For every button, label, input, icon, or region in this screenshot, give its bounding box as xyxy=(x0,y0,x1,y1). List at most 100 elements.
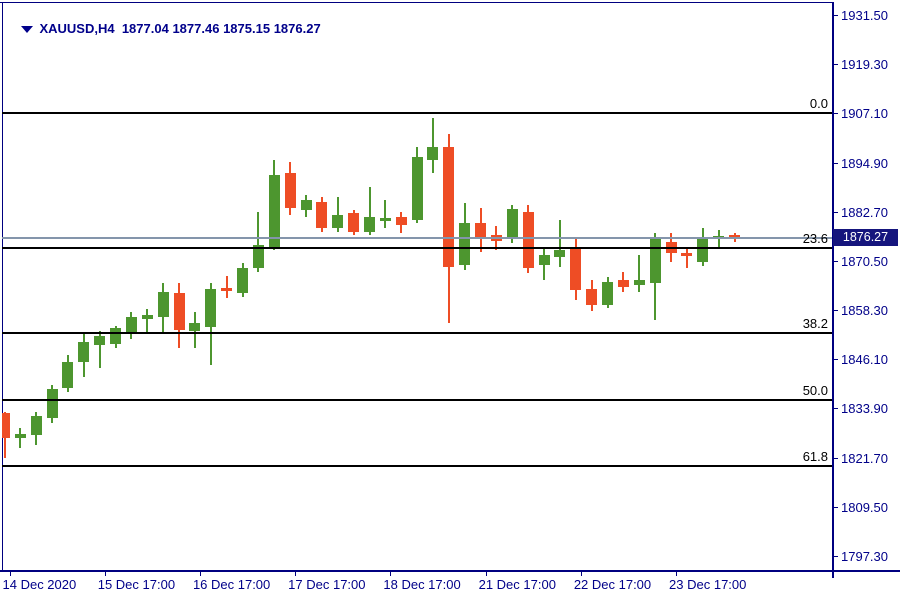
fib-level-label: 0.0 xyxy=(809,95,828,111)
candle-wick xyxy=(146,308,149,332)
y-axis-tick xyxy=(832,64,838,66)
symbol-period-label: XAUUSD,H4 xyxy=(39,21,115,36)
candle-body xyxy=(110,327,122,344)
candle-wick xyxy=(257,212,260,272)
candle-body xyxy=(475,223,487,238)
x-axis-tick xyxy=(676,570,678,576)
candle-body xyxy=(681,252,693,257)
ohlc-high: 1877.46 xyxy=(172,21,220,36)
candle-body xyxy=(697,237,709,263)
candle-body xyxy=(633,279,645,286)
candle-body xyxy=(205,288,217,328)
fib-level-label: 50.0 xyxy=(802,383,828,399)
top-border xyxy=(0,2,832,3)
candle-body xyxy=(617,279,629,288)
y-axis-tick xyxy=(832,359,838,361)
candle-wick xyxy=(368,187,371,236)
candle-body xyxy=(141,314,153,319)
y-axis-tick xyxy=(832,15,838,16)
candle-body xyxy=(237,268,249,293)
candle-body xyxy=(586,288,598,305)
fib-level-line xyxy=(2,111,832,114)
candle-wick xyxy=(638,254,641,292)
candle-body xyxy=(395,216,407,226)
x-axis-tick xyxy=(580,570,582,576)
fib-level-label: 23.6 xyxy=(802,230,828,246)
candle-body xyxy=(300,200,312,211)
x-axis-label: 18 Dec 17:00 xyxy=(383,577,461,592)
candle-body xyxy=(443,146,455,267)
x-axis-label: 16 Dec 17:00 xyxy=(192,577,271,592)
left-border xyxy=(2,2,3,570)
fib-level-label: 61.8 xyxy=(802,449,828,465)
candle-body xyxy=(506,208,518,239)
candle-body xyxy=(602,281,614,305)
y-axis-tick xyxy=(832,162,838,164)
candle-body xyxy=(125,316,137,332)
y-axis-tick xyxy=(832,556,838,557)
fib-level-line xyxy=(2,465,832,468)
y-axis-label: 1907.10 xyxy=(841,106,888,122)
candle-body xyxy=(46,389,58,419)
y-axis-label: 1846.10 xyxy=(841,352,888,368)
candle-body xyxy=(411,156,423,220)
x-axis-tick xyxy=(485,570,487,576)
y-axis-tick xyxy=(832,408,838,410)
x-axis-tick xyxy=(199,570,201,576)
y-axis-label: 1894.90 xyxy=(841,155,888,171)
x-axis-label: 14 Dec 2020 xyxy=(2,577,77,592)
candle-body xyxy=(62,362,74,388)
fib-level-line xyxy=(2,399,832,402)
candle-body xyxy=(221,287,233,291)
y-axis-label: 1821.70 xyxy=(841,450,888,466)
x-axis-tick xyxy=(104,570,106,576)
y-axis-tick xyxy=(832,457,838,459)
candle-body xyxy=(729,234,741,238)
x-axis-label: 23 Dec 17:00 xyxy=(669,577,747,592)
candle-body xyxy=(268,175,280,248)
chart-plot-area[interactable] xyxy=(2,2,832,570)
y-axis-tick xyxy=(832,506,838,508)
y-axis-label: 1919.30 xyxy=(841,57,888,73)
candle-body xyxy=(316,202,328,228)
candle-body xyxy=(2,412,10,438)
x-axis-tick xyxy=(9,570,11,576)
y-axis-label: 1870.50 xyxy=(841,253,888,269)
fib-level-line xyxy=(2,331,832,334)
y-axis-label: 1809.50 xyxy=(841,499,888,515)
candle-body xyxy=(332,214,344,228)
candle-body xyxy=(348,212,360,232)
candle-wick xyxy=(558,219,561,267)
y-axis-label: 1833.90 xyxy=(841,401,888,417)
candle-body xyxy=(649,237,661,284)
candle-body xyxy=(538,254,550,265)
ohlc-low: 1875.15 xyxy=(223,21,271,36)
y-axis-tick xyxy=(832,211,838,213)
fib-level-label: 38.2 xyxy=(802,315,828,331)
fib-level-line xyxy=(2,246,832,249)
candle-wick xyxy=(336,196,339,232)
candle-body xyxy=(30,416,42,436)
candle-body xyxy=(364,216,375,232)
candle-body xyxy=(14,434,26,439)
x-axis-label: 15 Dec 17:00 xyxy=(97,577,176,592)
y-axis-label: 1882.70 xyxy=(841,204,888,220)
candle-body xyxy=(189,322,201,332)
x-axis-tick xyxy=(295,570,297,576)
x-axis-label: 17 Dec 17:00 xyxy=(288,577,366,592)
candle-body xyxy=(94,335,106,346)
candle-body xyxy=(78,341,90,363)
candle-body xyxy=(459,223,471,265)
ohlc-close: 1876.27 xyxy=(273,21,321,36)
chart-header: XAUUSD,H4 1877.04 1877.46 1875.15 1876.2… xyxy=(7,6,321,51)
x-axis-label: 22 Dec 17:00 xyxy=(573,577,652,592)
y-axis-label: 1858.30 xyxy=(841,303,888,319)
y-axis-label: 1797.30 xyxy=(841,549,888,564)
candle-wick xyxy=(225,275,228,298)
candle-wick xyxy=(431,117,434,174)
bid-price-line xyxy=(2,236,832,239)
candle-body xyxy=(522,212,534,269)
candle-body xyxy=(252,244,264,269)
x-axis-line xyxy=(0,570,900,572)
